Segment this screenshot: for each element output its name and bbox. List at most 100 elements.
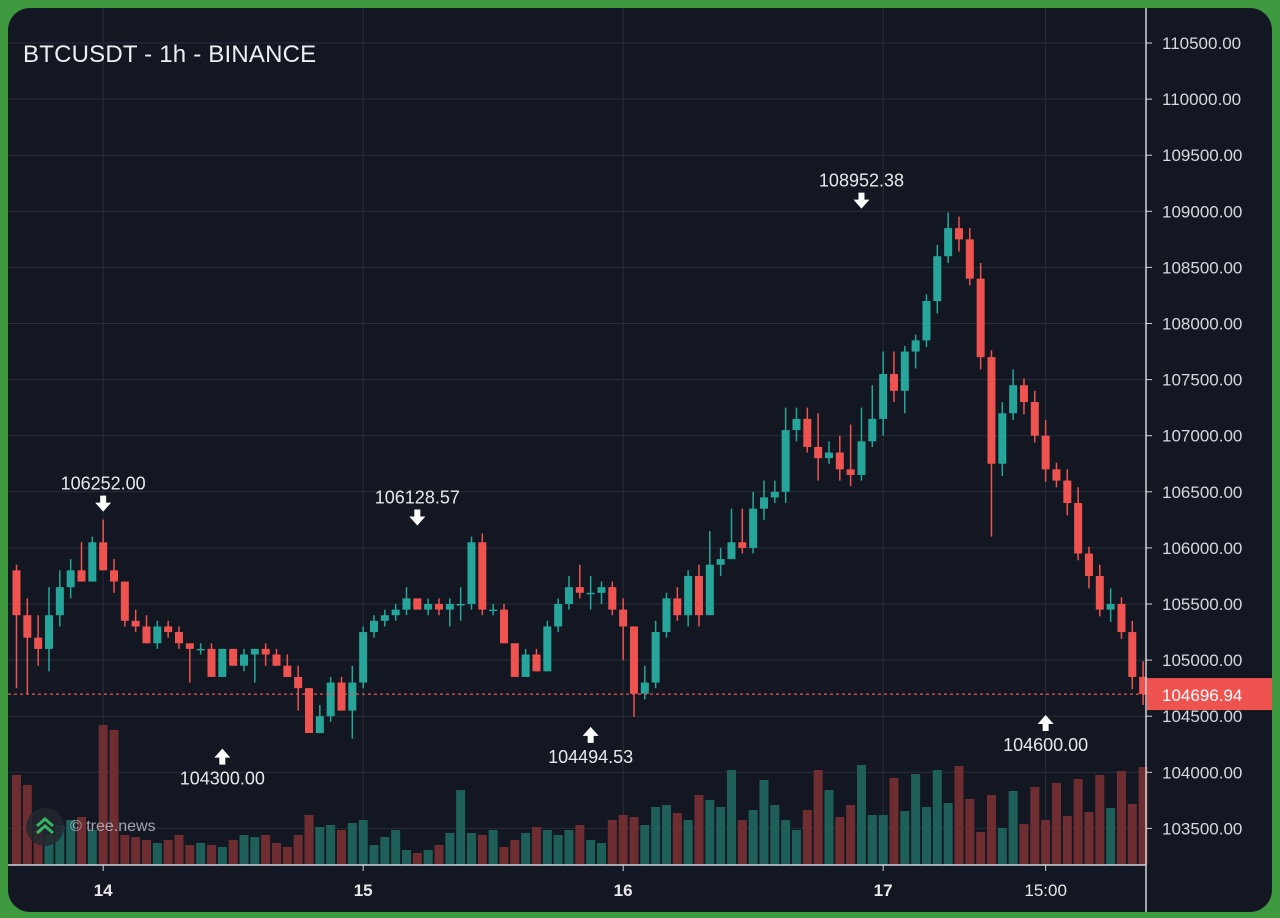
candle <box>749 491 758 554</box>
price-tick-label: 105000.00 <box>1162 651 1242 670</box>
candle-body <box>651 632 660 683</box>
candle <box>164 620 173 638</box>
candle <box>1139 661 1148 705</box>
candle <box>694 564 703 627</box>
volume-bar <box>499 847 509 865</box>
candle <box>1009 369 1018 420</box>
candle-body <box>413 598 422 610</box>
chart-title: BTCUSDT - 1h - BINANCE <box>23 41 317 68</box>
candle <box>283 654 292 677</box>
price-annotations: 106252.00 104300.00 106128.57 104494.53 1089… <box>61 171 1089 789</box>
volume-bar <box>824 790 834 865</box>
candle <box>304 688 313 734</box>
candle-body <box>814 446 823 459</box>
time-axis[interactable]: 14 15 16 17 15:00 <box>8 864 1146 900</box>
volume-bar <box>1084 812 1094 865</box>
volume-bar <box>55 825 65 865</box>
volume-bar <box>943 803 953 865</box>
candle-body <box>1084 553 1093 576</box>
volume-bar <box>271 843 281 865</box>
candle-body <box>348 682 357 711</box>
volume-bar <box>250 837 260 865</box>
volume-bar <box>781 820 791 865</box>
candle-body <box>900 351 909 391</box>
candle-body <box>879 373 888 419</box>
volume-bar <box>206 845 216 865</box>
candle-body <box>738 542 747 548</box>
price-axis[interactable]: 110500.00 110000.00 109500.00 109000.00 1085… <box>1145 8 1272 912</box>
candle <box>120 581 129 627</box>
volume-bar <box>76 817 86 865</box>
candle-body <box>1030 402 1039 436</box>
candle <box>727 508 736 560</box>
price-tick-label: 105500.00 <box>1162 595 1242 614</box>
candle <box>1019 378 1028 415</box>
volume-bar <box>87 830 97 865</box>
volume-bar <box>131 837 141 865</box>
candle-body <box>965 239 974 279</box>
candle <box>1063 469 1072 516</box>
candle <box>413 598 422 610</box>
candle-body <box>987 357 996 464</box>
volume-bar <box>1073 779 1083 865</box>
volume-bar <box>629 817 639 865</box>
volume-bar <box>607 820 617 865</box>
candle-body <box>781 430 790 492</box>
candle <box>933 244 942 314</box>
candle <box>326 676 335 722</box>
volume-bar <box>867 815 877 865</box>
candle <box>543 620 552 672</box>
candle-body <box>694 575 703 616</box>
candle <box>131 609 140 633</box>
volume-bar <box>705 800 715 865</box>
volume-bar <box>683 820 693 865</box>
candle-body <box>229 648 238 666</box>
price-annotation: 104300.00 <box>180 748 265 789</box>
candle <box>1095 564 1104 617</box>
candle-body <box>608 587 617 610</box>
candle <box>77 542 86 582</box>
price-tick-label: 110500.00 <box>1162 34 1241 53</box>
time-tick-label: 14 <box>94 881 113 900</box>
price-tick-label: 106000.00 <box>1162 539 1242 558</box>
candle-body <box>944 228 953 257</box>
price-tick-label: 104000.00 <box>1162 763 1242 782</box>
time-tick-label: 15 <box>354 881 373 900</box>
volume-bar <box>759 780 769 865</box>
volume-bar <box>391 830 401 865</box>
volume-bar <box>748 810 758 865</box>
candle-body <box>770 491 779 498</box>
candle-body <box>380 615 389 621</box>
candle-body <box>434 604 443 610</box>
candle-body <box>532 654 541 672</box>
candle <box>272 648 281 666</box>
volume-bar <box>196 843 206 865</box>
candle-body <box>792 418 801 431</box>
candle <box>673 587 682 621</box>
candle-body <box>120 581 129 621</box>
candle <box>456 587 465 621</box>
volume-bar <box>575 825 585 865</box>
candle <box>868 385 877 447</box>
candle <box>359 626 368 689</box>
candle-body <box>543 626 552 672</box>
candle <box>716 547 725 576</box>
volume-bar <box>694 795 704 865</box>
candle <box>153 620 162 649</box>
volume-bar <box>596 843 606 865</box>
candle-body <box>1063 480 1072 504</box>
candle-body <box>716 559 725 565</box>
price-tick-label: 110000.00 <box>1162 90 1241 109</box>
volume-bar <box>228 840 238 865</box>
candle-body <box>564 587 573 604</box>
candle-body <box>34 637 43 649</box>
candle <box>261 643 270 666</box>
candle-body <box>489 609 498 612</box>
volume-bar <box>477 835 487 865</box>
candle-body <box>272 654 281 666</box>
candle-body <box>727 542 736 560</box>
candle-body <box>824 452 833 459</box>
candle-body <box>478 542 487 610</box>
candle <box>532 648 541 672</box>
volume-bar <box>661 805 671 865</box>
